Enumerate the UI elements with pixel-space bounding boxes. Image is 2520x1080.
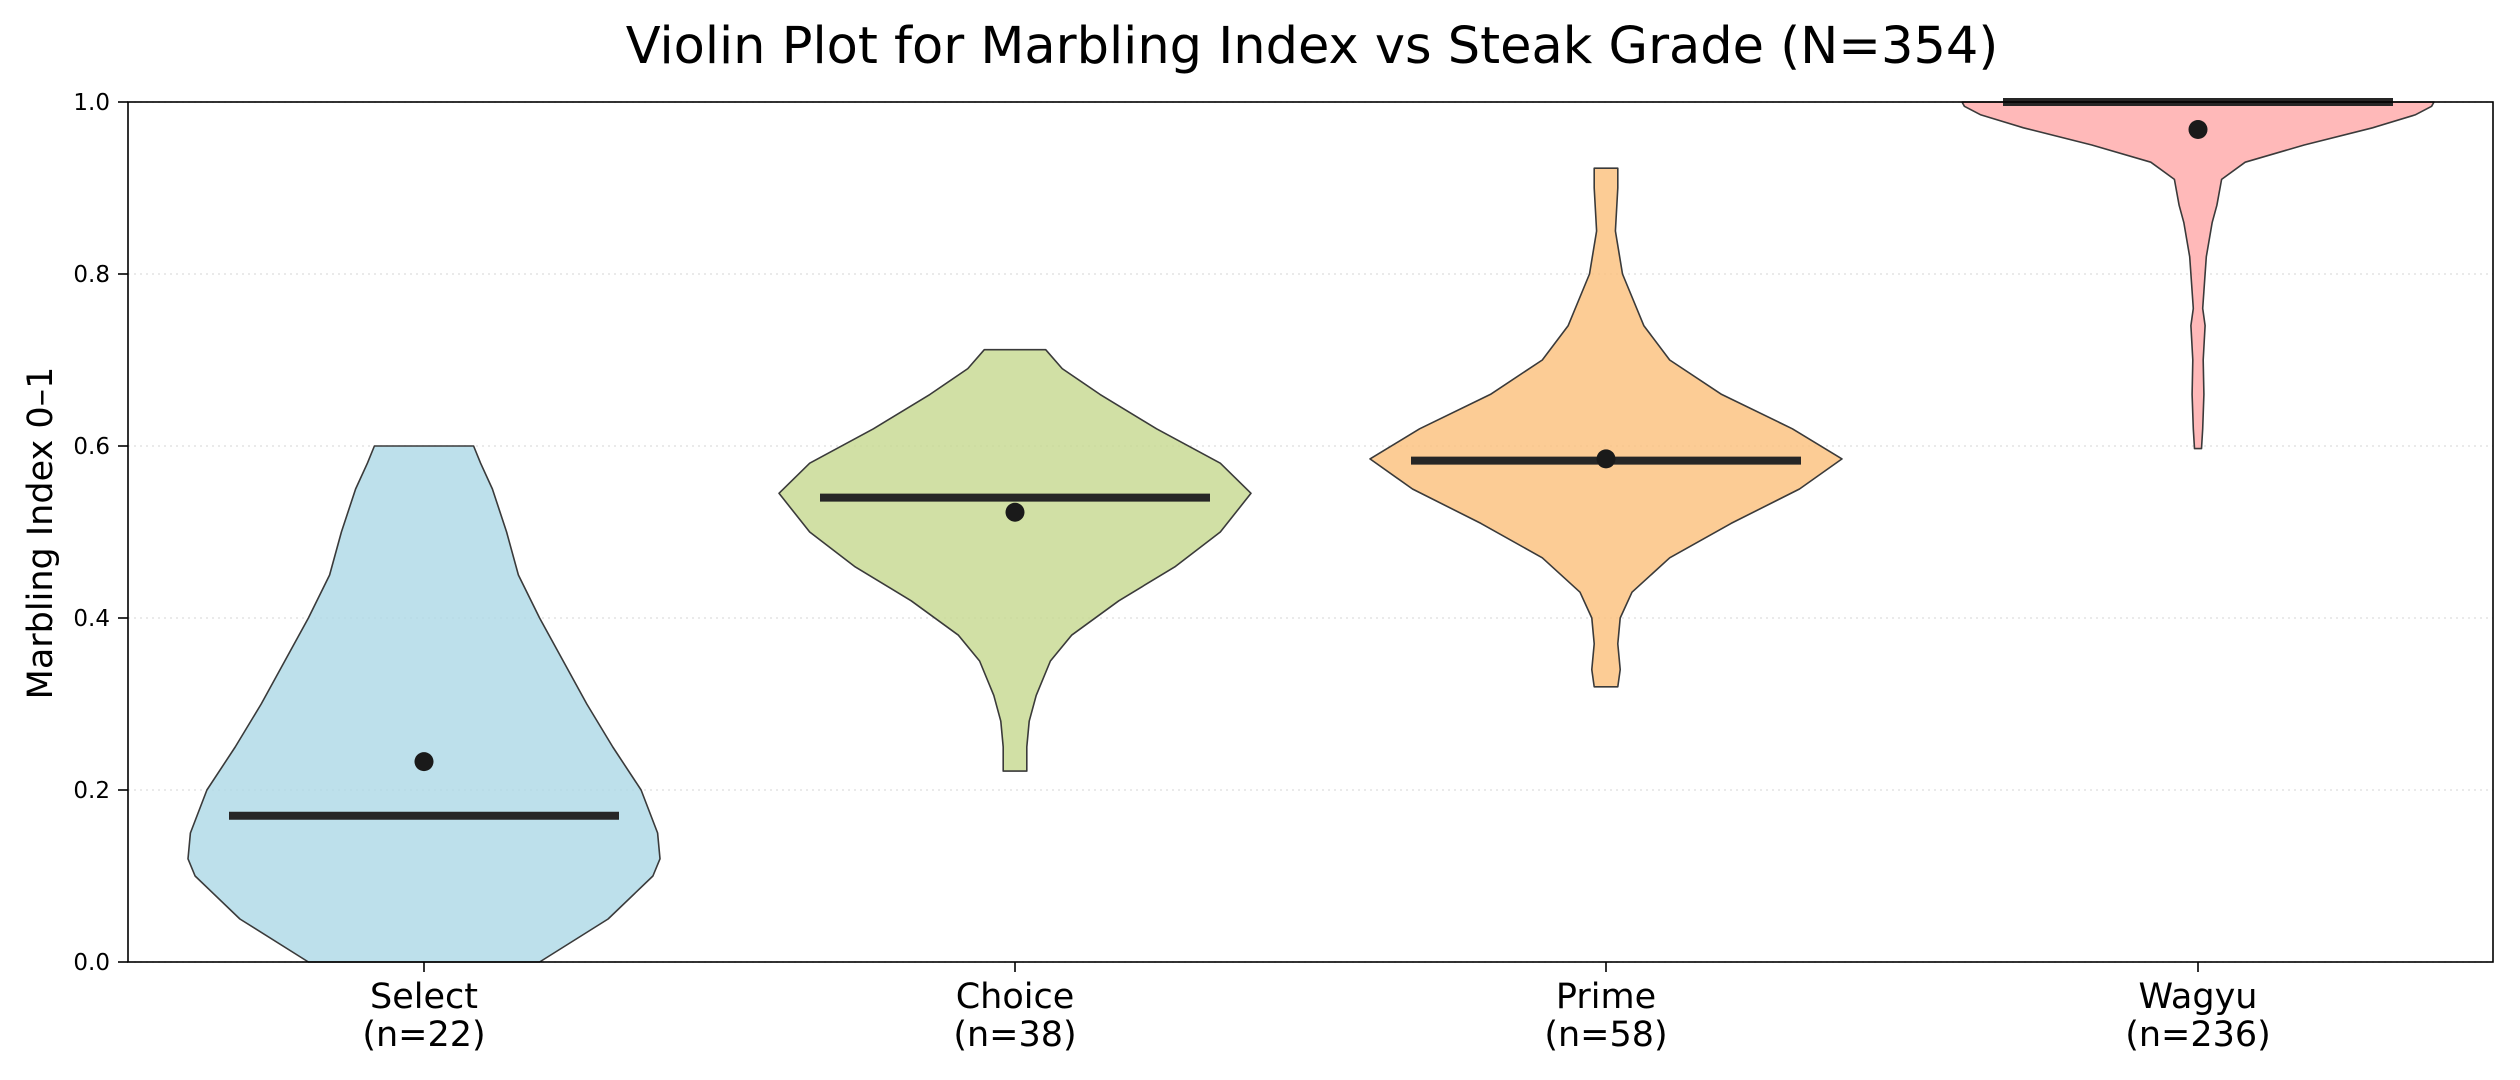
y-axis-label: Marbling Index 0–1: [21, 367, 61, 700]
y-tick-label: 0.8: [73, 262, 110, 288]
chart-title: Violin Plot for Marbling Index vs Steak …: [626, 17, 1999, 76]
y-tick-label: 0.6: [73, 434, 110, 460]
violin-choice: [778, 348, 1252, 772]
violin-prime: [1369, 167, 1843, 688]
mean-dot-select: [414, 752, 434, 772]
y-tick-label: 0.0: [73, 950, 110, 976]
mean-dot-prime: [1596, 449, 1616, 469]
mean-dot-wagyu: [2188, 120, 2208, 140]
plot-frame: [127, 101, 2494, 963]
x-tick-count-label: (n=58): [1544, 1015, 1667, 1055]
x-tick-label: Wagyu: [2139, 977, 2258, 1017]
violin-select: [187, 445, 661, 963]
y-tick-label: 0.2: [73, 778, 110, 804]
y-axis: 0.0 0.2 0.4 0.6 0.8 1.0: [73, 90, 128, 976]
x-tick-label: Choice: [956, 977, 1075, 1017]
x-tick-count-label: (n=38): [953, 1015, 1076, 1055]
violins: [187, 98, 2435, 963]
x-tick-count-label: (n=22): [362, 1015, 485, 1055]
y-tick-label: 1.0: [73, 90, 110, 116]
x-tick-count-label: (n=236): [2125, 1015, 2271, 1055]
x-tick-label: Prime: [1556, 977, 1656, 1017]
mean-dot-choice: [1005, 502, 1025, 522]
x-tick-label: Select: [370, 977, 478, 1017]
x-axis: Select(n=22) Choice(n=38) Prime(n=58) Wagyu…: [362, 962, 2271, 1055]
y-tick-label: 0.4: [73, 606, 110, 632]
